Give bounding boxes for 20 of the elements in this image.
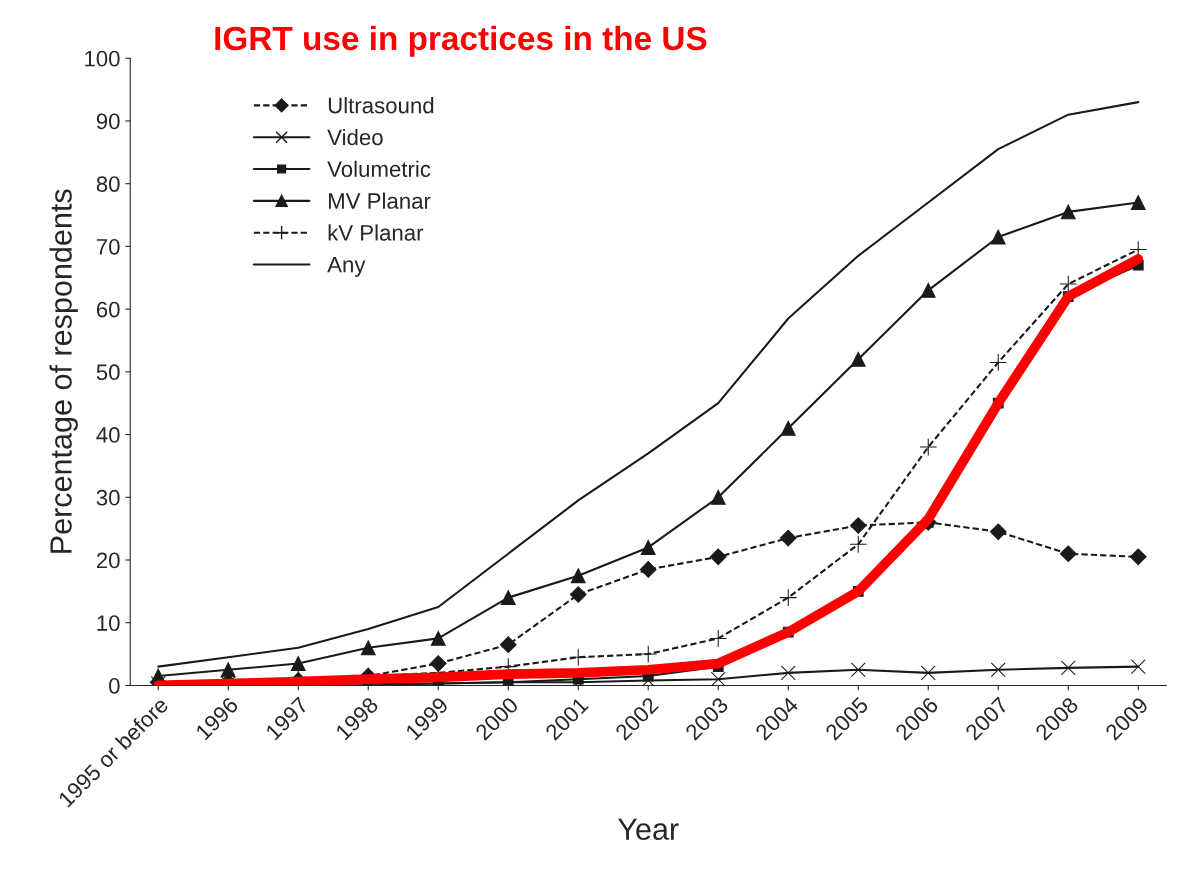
y-tick-label: 0 <box>109 677 120 694</box>
y-tick-label: 40 <box>96 427 120 443</box>
legend-label: Video <box>327 128 383 146</box>
y-axis-title: Percentage of respondents <box>49 189 78 553</box>
y-tick-label: 20 <box>96 552 120 569</box>
y-tick-label: 70 <box>96 238 120 255</box>
legend-label: MV Planar <box>329 192 431 209</box>
legend-label: Ultrasound <box>328 97 434 114</box>
y-tick-label: 50 <box>96 364 120 381</box>
legend-label: kV Planar <box>328 224 424 241</box>
legend-label: Any <box>327 257 366 277</box>
y-tick-label: 80 <box>96 176 120 192</box>
y-tick-label: 30 <box>96 489 120 506</box>
legend-label: Volumetric <box>327 160 431 178</box>
y-tick-label: 100 <box>85 50 120 67</box>
chart-title: IGRT use in practices in the US <box>215 25 707 57</box>
y-tick-label: 90 <box>96 113 120 130</box>
x-axis-title: Year <box>618 818 679 841</box>
y-tick-label: 10 <box>97 615 120 631</box>
y-tick-label: 60 <box>96 301 120 318</box>
